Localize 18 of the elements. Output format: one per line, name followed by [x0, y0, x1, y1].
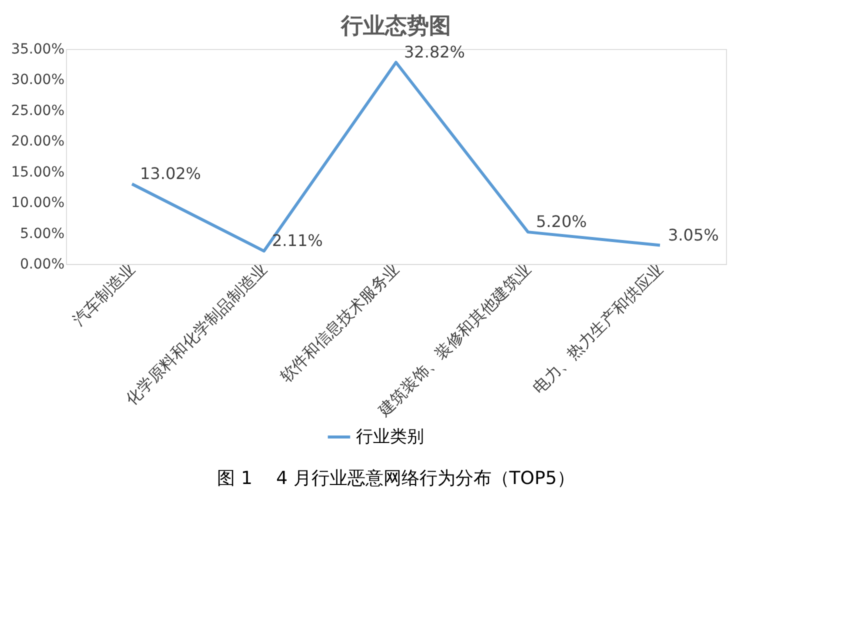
- caption: 图 1 4 月行业恶意网络行为分布（TOP5）: [217, 468, 575, 489]
- y-tick-label: 30.00%: [11, 72, 64, 88]
- y-tick-label: 5.00%: [20, 226, 64, 242]
- data-label: 13.02%: [140, 164, 202, 184]
- y-tick-label: 25.00%: [11, 102, 64, 119]
- y-tick-label: 20.00%: [11, 134, 64, 150]
- line-series: [130, 60, 662, 253]
- data-label: 3.05%: [668, 225, 719, 244]
- x-tick-label: 汽车制造业: [68, 259, 139, 330]
- data-label: 5.20%: [536, 212, 587, 232]
- y-tick-label: 10.00%: [11, 195, 64, 212]
- data-label: 32.82%: [404, 42, 466, 62]
- y-tick-label: 0.00%: [20, 256, 64, 272]
- chart-title: 行业态势图: [340, 14, 451, 39]
- y-tick-label: 35.00%: [11, 42, 64, 58]
- y-tick-label: 15.00%: [11, 164, 64, 180]
- legend-label: 行业类别: [356, 427, 424, 447]
- data-label: 2.11%: [272, 231, 323, 250]
